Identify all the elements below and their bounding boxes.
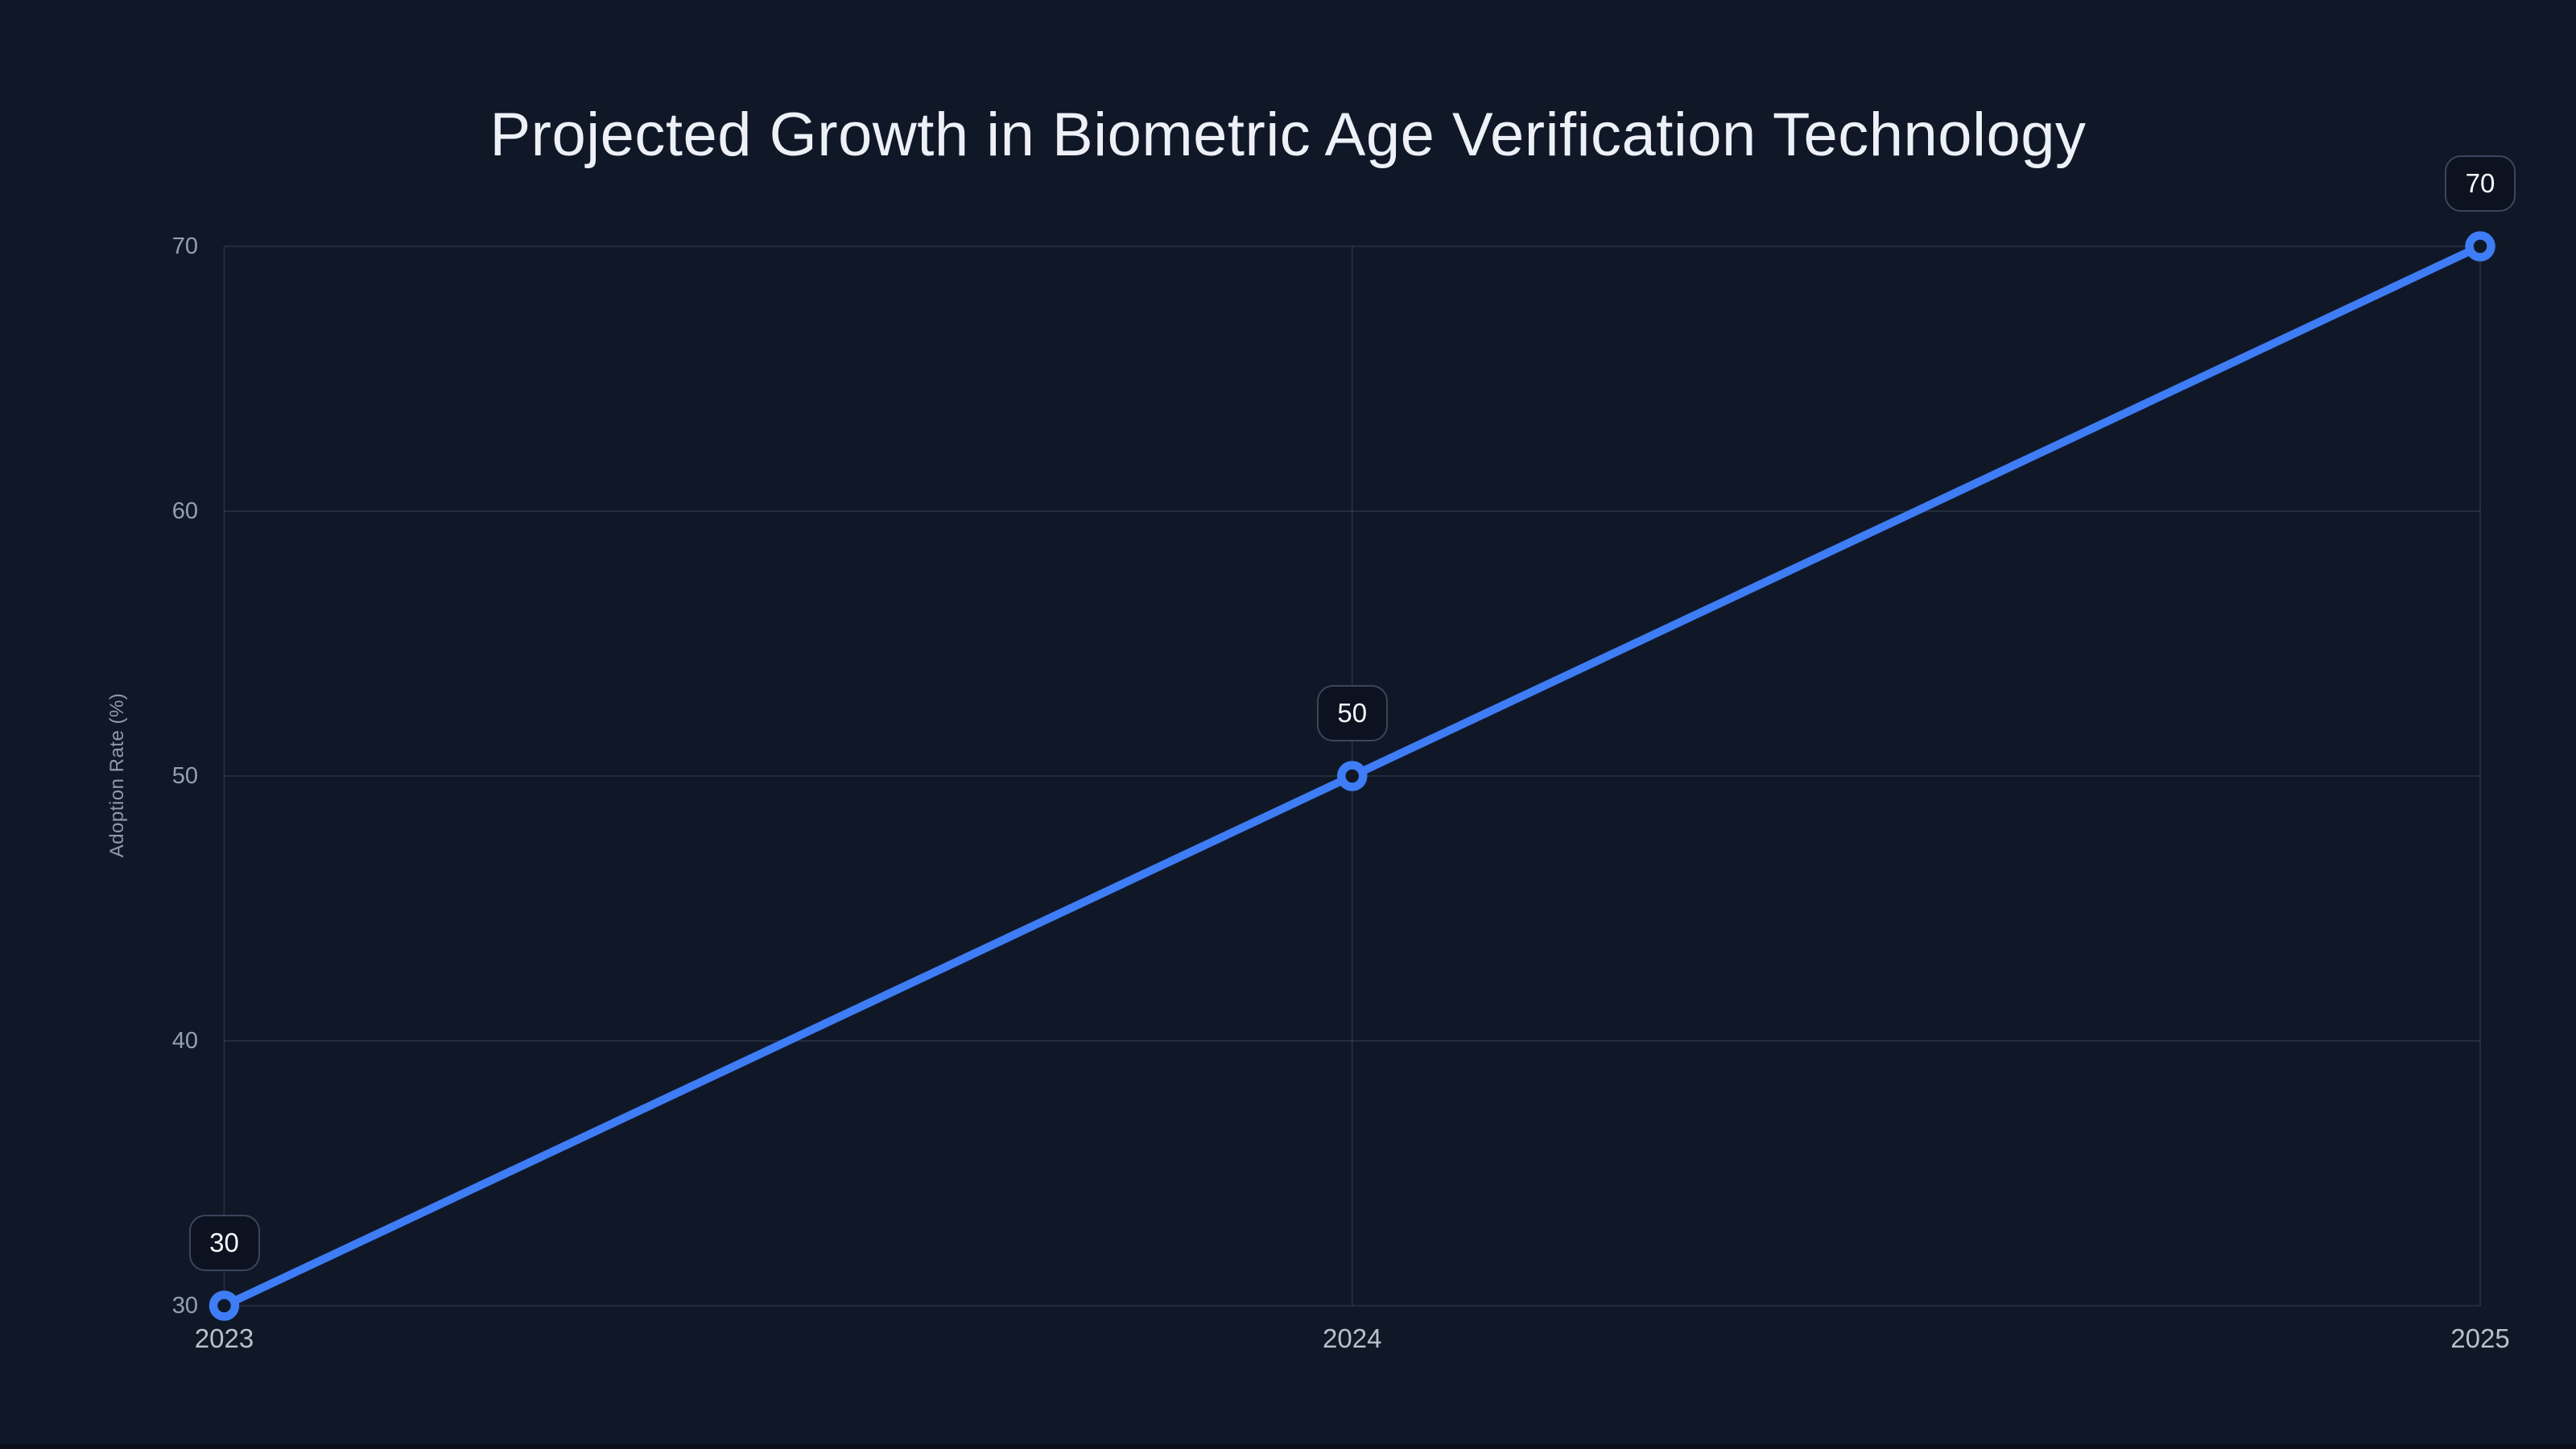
x-tick-label: 2024 xyxy=(1323,1323,1382,1353)
data-point-marker xyxy=(2465,231,2496,262)
x-tick-label: 2023 xyxy=(194,1323,254,1353)
y-tick-label: 50 xyxy=(171,763,198,789)
y-tick-label: 70 xyxy=(171,233,198,259)
data-point-marker xyxy=(1337,761,1368,791)
chart-title: Projected Growth in Biometric Age Verifi… xyxy=(489,101,2087,169)
y-tick-label: 60 xyxy=(171,498,198,524)
y-tick-label: 30 xyxy=(171,1293,198,1319)
data-point-marker xyxy=(208,1290,240,1321)
data-label: 30 xyxy=(188,1215,260,1271)
bottom-strip xyxy=(0,1444,2576,1449)
data-label: 70 xyxy=(2445,155,2516,212)
data-label: 50 xyxy=(1316,685,1388,741)
x-tick-label: 2025 xyxy=(2450,1323,2510,1353)
y-tick-label: 40 xyxy=(171,1028,198,1054)
